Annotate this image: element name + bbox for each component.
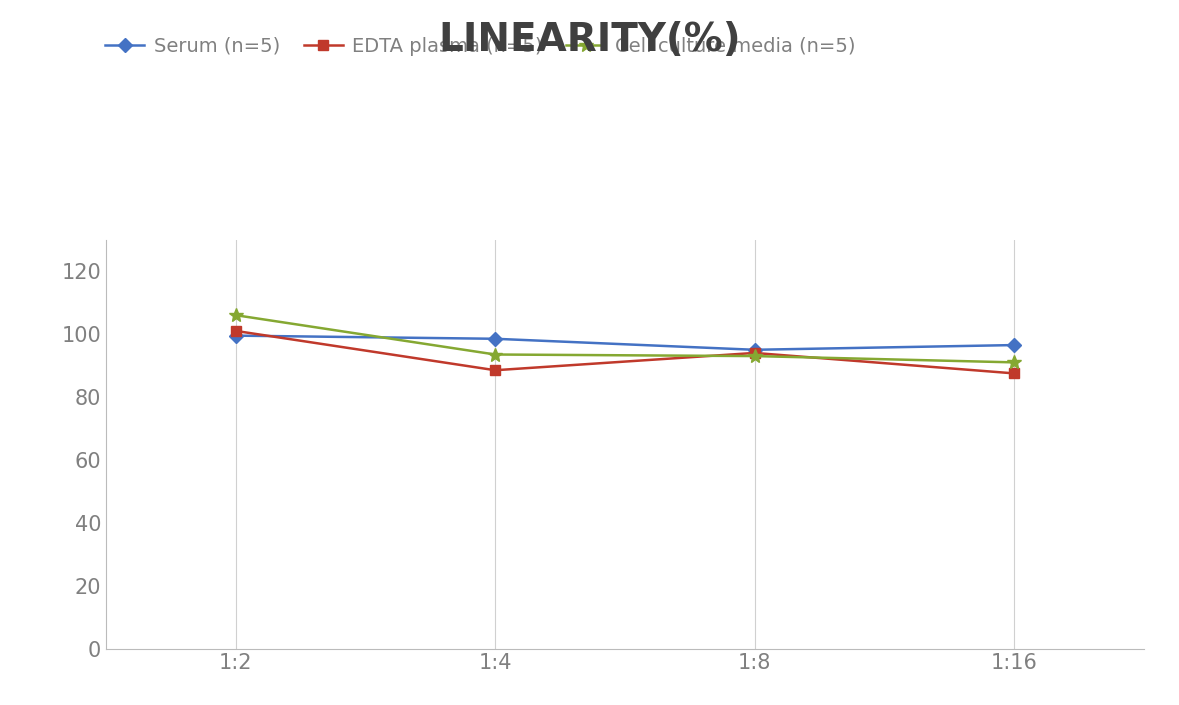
- EDTA plasma (n=5): [488, 366, 502, 374]
- Serum (n=5): [229, 331, 243, 340]
- Cell culture media (n=5): [1007, 358, 1021, 367]
- Cell culture media (n=5): [229, 311, 243, 319]
- Serum (n=5): [488, 335, 502, 343]
- Line: Serum (n=5): Serum (n=5): [231, 331, 1019, 355]
- Text: LINEARITY(%): LINEARITY(%): [439, 21, 740, 59]
- EDTA plasma (n=5): [1007, 369, 1021, 378]
- EDTA plasma (n=5): [747, 349, 762, 357]
- Serum (n=5): [747, 345, 762, 354]
- Cell culture media (n=5): [747, 352, 762, 360]
- Line: EDTA plasma (n=5): EDTA plasma (n=5): [231, 326, 1019, 379]
- EDTA plasma (n=5): [229, 326, 243, 335]
- Serum (n=5): [1007, 341, 1021, 349]
- Line: Cell culture media (n=5): Cell culture media (n=5): [229, 308, 1021, 369]
- Legend: Serum (n=5), EDTA plasma (n=5), Cell culture media (n=5): Serum (n=5), EDTA plasma (n=5), Cell cul…: [105, 37, 855, 56]
- Cell culture media (n=5): [488, 350, 502, 359]
